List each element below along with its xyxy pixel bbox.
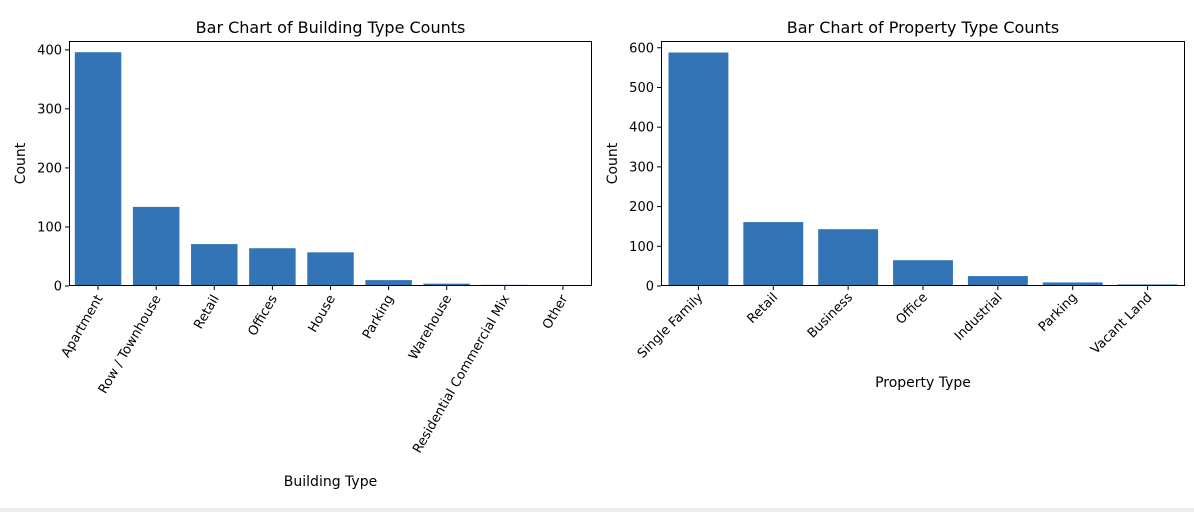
y-axis-label: Count <box>605 142 621 184</box>
window-bottom-edge <box>0 508 1194 512</box>
x-tick-label: Retail <box>745 290 782 327</box>
y-tick-label: 200 <box>37 161 62 176</box>
x-tick-label: Business <box>805 290 856 341</box>
bar <box>249 248 296 286</box>
y-tick-label: 600 <box>629 41 654 56</box>
x-tick-label: Industrial <box>952 290 1006 344</box>
x-tick-label: Row / Townhouse <box>96 293 165 397</box>
bar <box>365 280 412 286</box>
y-tick-label: 400 <box>629 121 654 136</box>
bar <box>743 222 804 286</box>
y-tick-label: 100 <box>37 220 62 235</box>
bar <box>893 260 953 286</box>
bar <box>668 52 729 286</box>
bar <box>423 283 470 286</box>
property-type-bar-chart: Bar Chart of Property Type Counts Count … <box>605 18 1185 391</box>
bar <box>307 252 354 286</box>
y-tick-label: 0 <box>646 280 654 295</box>
x-tick-label: House <box>306 293 339 336</box>
x-tick-label: Parking <box>360 293 397 342</box>
bar <box>191 244 238 286</box>
bar <box>1042 282 1103 286</box>
x-tick-label: Residential Commercial Mix <box>410 292 513 456</box>
plot-frame <box>661 41 1185 286</box>
y-tick-label: 300 <box>629 160 654 175</box>
x-tick-label: Retail <box>191 293 222 332</box>
plot-frame <box>69 41 592 286</box>
chart-title: Bar Chart of Building Type Counts <box>196 18 466 37</box>
x-tick-label: Vacant Land <box>1088 290 1155 357</box>
x-tick-label: Other <box>540 292 572 332</box>
x-tick-label: Single Family <box>635 290 707 362</box>
x-tick-label: Offices <box>245 292 280 338</box>
y-tick-label: 100 <box>629 240 654 255</box>
x-axis-label: Building Type <box>284 474 377 490</box>
y-tick-label: 500 <box>629 81 654 96</box>
bar <box>132 206 180 286</box>
bar <box>74 52 122 286</box>
x-tick-label: Warehouse <box>406 292 455 362</box>
x-tick-label: Apartment <box>59 293 107 361</box>
y-tick-label: 300 <box>37 102 62 117</box>
chart-title: Bar Chart of Property Type Counts <box>787 18 1059 37</box>
x-tick-label: Office <box>893 290 930 327</box>
building-type-bar-chart: Bar Chart of Building Type Counts Count … <box>13 18 592 490</box>
y-axis-label: Count <box>13 142 29 184</box>
bar <box>967 276 1028 286</box>
y-tick-label: 0 <box>54 280 62 295</box>
y-tick-label: 400 <box>37 43 62 58</box>
bar <box>818 229 879 286</box>
x-tick-label: Parking <box>1036 290 1081 335</box>
x-axis-label: Property Type <box>875 375 971 391</box>
y-tick-label: 200 <box>629 200 654 215</box>
